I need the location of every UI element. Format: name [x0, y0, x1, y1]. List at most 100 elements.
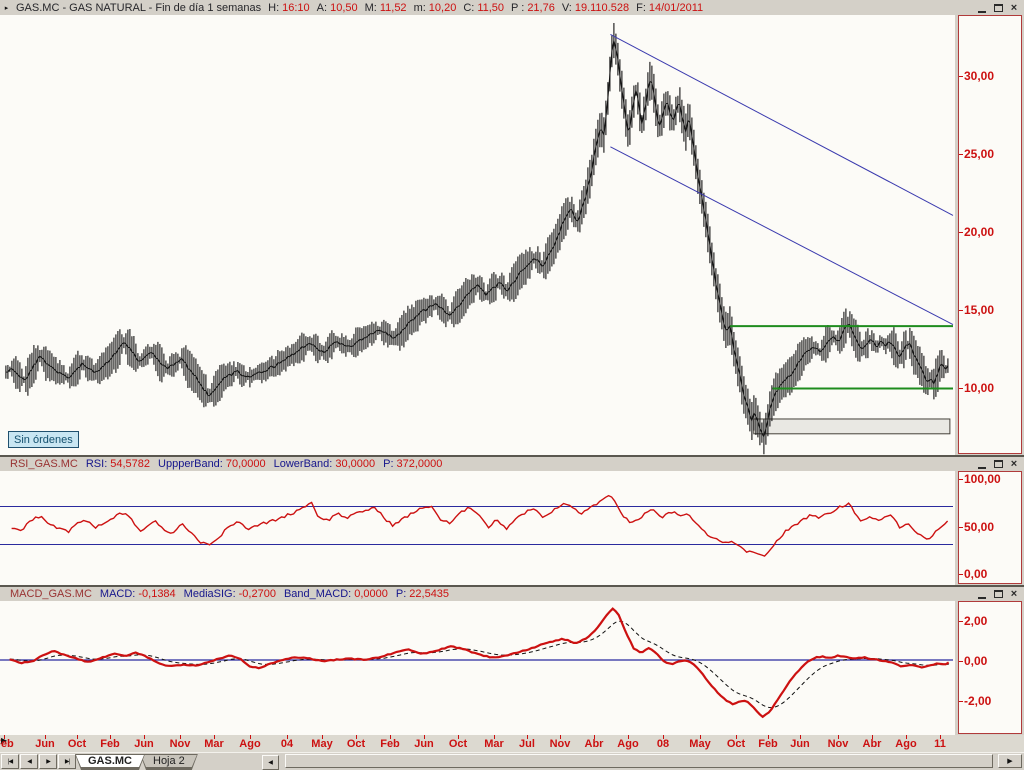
macd-chart-panel: 2,00 0,00 -2,00 — [0, 601, 1024, 735]
x-tick-mark — [180, 735, 181, 739]
collapse-arrow-icon[interactable]: ▸ — [4, 4, 9, 12]
next-sheet-icon[interactable]: ▶ — [39, 753, 57, 769]
field-value: 30,0000 — [335, 458, 376, 470]
macd-values: MACD: -0,1384 MediaSIG: -0,2700 Band_MACD: 0,… — [92, 588, 449, 600]
minimize-icon[interactable] — [976, 458, 988, 469]
y-tick-mark — [959, 701, 963, 702]
close-icon[interactable]: × — [1010, 587, 1018, 600]
x-tick-label: Oct — [67, 738, 87, 750]
x-tick-label: Oct — [726, 738, 746, 750]
tab-gas-mc[interactable]: GAS.MC — [75, 754, 145, 770]
main-window-controls: × — [976, 2, 1020, 13]
y-tick-mark — [959, 388, 963, 389]
sheet-tabs: GAS.MC Hoja 2 — [80, 754, 198, 768]
macd-symbol-label: MACD_GAS.MC — [10, 588, 92, 600]
field-value: 11,52 — [379, 1, 407, 14]
x-tick-mark — [527, 735, 528, 739]
splitter-arrow-icon[interactable]: ▶ — [1, 736, 8, 745]
field-label: P: — [383, 458, 394, 470]
y-tick-label: 15,00 — [964, 303, 995, 317]
x-tick-mark — [768, 735, 769, 739]
sheet-tab-bar: |◀ ◀ ▶ ▶| GAS.MC Hoja 2 ◀ ▶ — [0, 752, 1024, 770]
field-label: H: — [268, 1, 280, 14]
x-tick-mark — [45, 735, 46, 739]
panel-divider[interactable] — [0, 585, 1024, 587]
macd-y-axis-scale: 2,00 0,00 -2,00 — [958, 601, 1022, 734]
price-chart-plot[interactable] — [0, 15, 955, 455]
x-tick-label: Nov — [827, 738, 849, 750]
price-y-axis: 30,00 25,00 20,00 15,00 10,00 — [955, 15, 1024, 455]
tab-hoja-2[interactable]: Hoja 2 — [140, 754, 198, 770]
maximize-icon[interactable] — [992, 2, 1004, 13]
x-tick-label: Feb — [380, 738, 400, 750]
macd-panel-header: MACD_GAS.MC MACD: -0,1384 MediaSIG: -0,2700… — [0, 587, 1024, 601]
x-tick-label: Mar — [204, 738, 224, 750]
field-value: 10,50 — [330, 1, 358, 14]
rsi-window-controls: × — [976, 458, 1020, 469]
maximize-icon[interactable] — [992, 458, 1004, 469]
y-tick-mark — [959, 154, 963, 155]
x-tick-mark — [250, 735, 251, 739]
y-tick-label: 10,00 — [964, 381, 995, 395]
x-tick-label: Oct — [346, 738, 366, 750]
x-tick-label: 11 — [934, 738, 946, 750]
x-tick-label: Nov — [169, 738, 191, 750]
panel-divider[interactable] — [0, 455, 1024, 457]
rsi-chart-panel: 100,00 50,00 0,00 — [0, 471, 1024, 585]
field-label: A: — [316, 1, 328, 14]
x-tick-mark — [560, 735, 561, 739]
field-label: m: — [413, 1, 426, 14]
first-sheet-icon[interactable]: |◀ — [1, 753, 19, 769]
minimize-icon[interactable] — [976, 588, 988, 599]
scrollbar-thumb[interactable] — [285, 754, 993, 768]
field-value: -0,2700 — [238, 588, 276, 600]
y-tick-mark — [959, 574, 963, 575]
macd-y-axis: 2,00 0,00 -2,00 — [955, 601, 1024, 735]
chart-title: GAS.MC - GAS NATURAL - Fin de día 1 sema… — [16, 1, 262, 14]
x-tick-mark — [287, 735, 288, 739]
x-tick-mark — [700, 735, 701, 739]
window-title-bar: ▸ GAS.MC - GAS NATURAL - Fin de día 1 se… — [0, 0, 1024, 16]
close-icon[interactable]: × — [1010, 457, 1018, 470]
x-tick-label: Jun — [35, 738, 55, 750]
x-tick-label: May — [311, 738, 333, 750]
time-axis: ▶ Feb Jun Oct Feb Jun Nov Mar Ago 04 May Oct Feb Jun… — [0, 735, 1024, 752]
x-tick-mark — [872, 735, 873, 739]
scrollbar-right-icon[interactable]: ▶ — [998, 754, 1022, 768]
y-tick-mark — [959, 661, 963, 662]
x-tick-label: 08 — [656, 738, 670, 750]
field-label: LowerBand: — [273, 458, 333, 470]
field-label: UppperBand: — [158, 458, 223, 470]
field-value: 10,20 — [428, 1, 457, 14]
x-tick-mark — [594, 735, 595, 739]
field-label: M: — [364, 1, 377, 14]
field-label: V: — [561, 1, 572, 14]
macd-plot[interactable] — [0, 601, 955, 735]
x-tick-label: Jun — [134, 738, 154, 750]
field-value: 22,5435 — [409, 588, 450, 600]
rsi-y-axis-scale: 100,00 50,00 0,00 — [958, 471, 1022, 584]
y-tick-label: 25,00 — [964, 147, 995, 161]
field-value: 14/01/2011 — [648, 1, 704, 14]
close-icon[interactable]: × — [1010, 1, 1018, 14]
x-tick-label: Jun — [790, 738, 810, 750]
x-tick-mark — [458, 735, 459, 739]
y-tick-label: 100,00 — [964, 472, 1001, 486]
rsi-values: RSI: 54,5782 UppperBand: 70,0000 LowerBand: 3… — [78, 458, 443, 470]
previous-sheet-icon[interactable]: ◀ — [20, 753, 38, 769]
field-value: 11,50 — [477, 1, 505, 14]
last-sheet-icon[interactable]: ▶| — [58, 753, 76, 769]
field-label: MACD: — [99, 588, 136, 600]
field-value: 0,0000 — [354, 588, 388, 600]
x-tick-label: Mar — [484, 738, 504, 750]
y-tick-mark — [959, 76, 963, 77]
x-tick-label: Oct — [448, 738, 468, 750]
orders-status-button[interactable]: Sin órdenes — [8, 431, 79, 448]
horizontal-scrollbar[interactable] — [285, 754, 993, 768]
x-tick-mark — [838, 735, 839, 739]
y-tick-label: 20,00 — [964, 225, 995, 239]
maximize-icon[interactable] — [992, 588, 1004, 599]
rsi-plot[interactable] — [0, 471, 955, 585]
minimize-icon[interactable] — [976, 2, 988, 13]
